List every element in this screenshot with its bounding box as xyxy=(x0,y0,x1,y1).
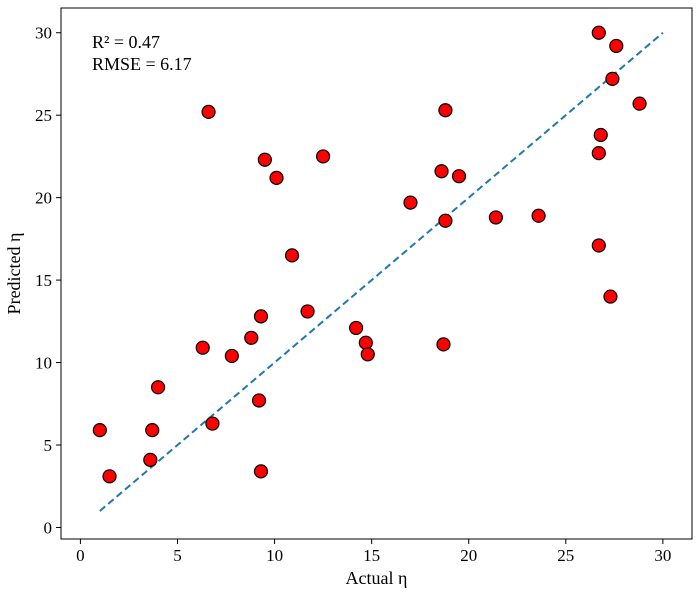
data-point xyxy=(436,337,451,352)
ideal-fit-line xyxy=(99,31,664,512)
data-point xyxy=(438,213,453,228)
data-points xyxy=(92,25,647,484)
data-point xyxy=(360,347,375,362)
data-point xyxy=(316,149,331,164)
data-point xyxy=(349,320,364,336)
data-point xyxy=(102,469,117,484)
data-point xyxy=(244,330,259,345)
data-point xyxy=(269,170,284,185)
data-point xyxy=(253,464,269,479)
y-tick-label: 5 xyxy=(44,436,53,455)
data-point xyxy=(224,348,239,364)
x-axis-ticks: 0 5 10 15 20 25 30 xyxy=(76,539,671,565)
data-point xyxy=(591,238,606,253)
data-point xyxy=(434,164,449,179)
data-point xyxy=(205,416,220,431)
x-tick-label: 20 xyxy=(460,546,477,565)
y-axis-label: Predicted η xyxy=(4,233,24,315)
data-point xyxy=(591,25,606,40)
data-point xyxy=(257,152,272,167)
data-point xyxy=(300,304,315,319)
data-point xyxy=(603,289,618,304)
data-point xyxy=(145,423,160,438)
data-point xyxy=(201,104,216,119)
data-point xyxy=(605,71,620,87)
x-axis-label: Actual η xyxy=(346,568,408,588)
data-point xyxy=(284,248,300,263)
y-tick-label: 0 xyxy=(44,518,53,537)
data-point xyxy=(488,210,504,225)
data-point xyxy=(451,169,467,184)
y-tick-label: 15 xyxy=(35,271,52,290)
data-point xyxy=(591,146,606,161)
x-tick-label: 15 xyxy=(363,546,380,565)
rmse-annotation: RMSE = 6.17 xyxy=(92,54,192,74)
reference-line-layer xyxy=(99,31,664,512)
data-point xyxy=(403,195,418,210)
data-point xyxy=(143,452,158,467)
data-point xyxy=(150,380,166,395)
x-tick-label: 30 xyxy=(654,546,671,565)
data-point xyxy=(438,103,453,118)
y-tick-label: 20 xyxy=(35,189,52,208)
data-point xyxy=(195,340,210,355)
x-tick-label: 0 xyxy=(76,546,85,565)
y-tick-label: 25 xyxy=(35,106,52,125)
axes-frame xyxy=(60,7,693,540)
data-point xyxy=(632,96,647,111)
y-tick-label: 10 xyxy=(35,354,52,373)
data-point xyxy=(253,309,269,324)
y-axis-ticks: 0 5 10 15 20 25 30 xyxy=(35,24,61,537)
data-point xyxy=(531,208,546,223)
data-point xyxy=(593,127,608,143)
r-squared-annotation: R² = 0.47 xyxy=(92,32,160,52)
x-tick-label: 5 xyxy=(173,546,182,565)
y-tick-label: 30 xyxy=(35,24,52,43)
data-point xyxy=(609,38,624,54)
data-point xyxy=(92,423,107,438)
data-point xyxy=(251,393,267,408)
data-point xyxy=(358,335,373,350)
x-tick-label: 25 xyxy=(557,546,574,565)
x-tick-label: 10 xyxy=(266,546,283,565)
